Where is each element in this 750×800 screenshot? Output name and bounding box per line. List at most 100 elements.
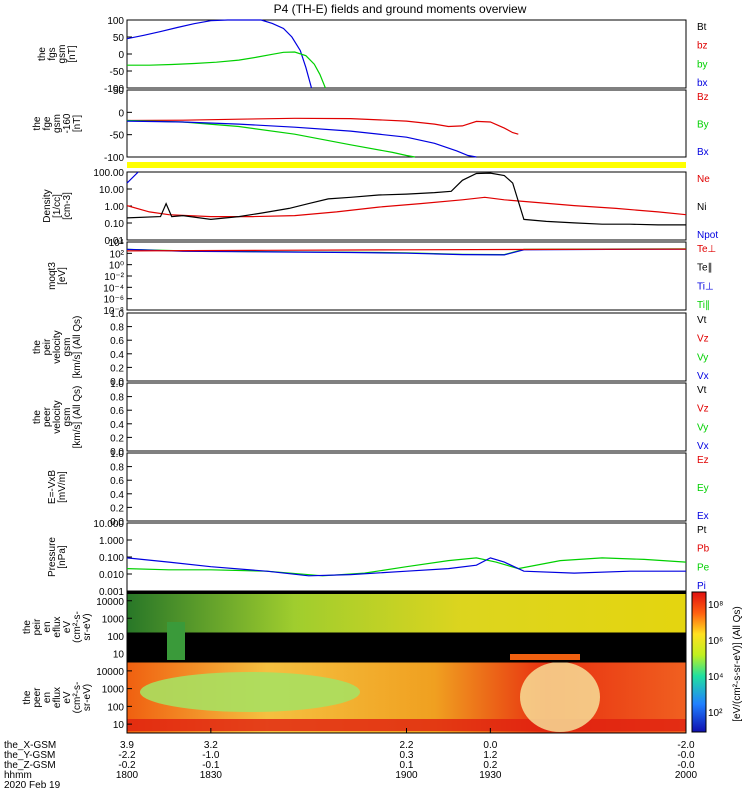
x-row-label: the_X-GSM [4,740,56,751]
y-tick-label: 100 [107,702,124,713]
series-line [126,557,686,577]
y-axis-label: peer [32,687,43,708]
x-tick-value: 1.2 [483,750,497,761]
legend-entry: Vt [697,385,707,396]
y-tick-label: 0.4 [110,490,124,501]
y-tick-label: 10.000 [93,519,124,530]
panel-frame [126,382,687,452]
legend-entry: Ex [697,511,709,522]
y-axis-label: fgs [47,47,58,60]
y-axis-label: sr-eV) [82,684,93,711]
heatmap-band [127,594,686,633]
y-tick-label: 1.0 [110,449,124,460]
y-tick-label: 0.0 [110,377,124,388]
y-tick-label: 100 [107,16,124,27]
y-tick-label: 10.00 [99,185,124,196]
x-tick-value: 3.2 [204,740,218,751]
legend-entry: Pt [697,525,707,536]
panel-pressure: 10.000 1.000 0.100 0.010 0.001 Pressure [nPa] P… [47,519,710,598]
y-tick-label: -50 [110,67,125,78]
y-tick-label: -50 [110,131,125,142]
y-tick-label: 0.2 [110,433,124,444]
y-axis-label: peir [42,338,53,355]
legend-entry: Vz [697,334,709,345]
y-tick-label: 1000 [102,614,125,625]
x-axis-labels: the_X-GSM 3.9 3.2 2.2 0.0 -2.0 the_Y-GSM -2.2 -1… [4,728,698,791]
y-tick-label: 0.2 [110,503,124,514]
y-tick-label: 0.8 [110,463,124,474]
y-axis-label: [nPa] [57,545,68,569]
x-tick-value: 0.1 [400,760,414,771]
y-axis-label: the [32,410,43,424]
y-tick-label: 0.6 [110,406,124,417]
y-axis-label: peer [42,406,53,427]
y-tick-label: 0.010 [99,570,124,581]
y-axis-label: gsm [52,114,63,133]
x-tick-value: 2000 [675,770,698,781]
legend-entry: Ez [697,455,709,466]
legend-entry: Bx [697,147,709,158]
y-tick-label: 0.01 [105,236,125,247]
heatmap-spike [167,622,185,660]
x-tick-value: 0.3 [400,750,414,761]
y-tick-label: 10⁻² [104,272,124,283]
y-tick-label: 0.0 [110,447,124,458]
y-tick-label: 0.100 [99,553,124,564]
y-axis-label: en [42,621,53,632]
y-axis-label: [km/s] (All Qs) [72,316,83,379]
date-label: 2020 Feb 19 [4,780,61,791]
y-axis-label: eflux [52,616,63,637]
y-tick-label: -100 [104,153,124,164]
x-tick-value: 3.9 [120,740,134,751]
x-tick-value: -2.2 [118,750,136,761]
series-line [126,248,687,256]
y-tick-label: 10000 [96,597,124,608]
heatmap-bright-blob [520,662,600,732]
legend-entry: Ti∥ [697,300,710,311]
y-axis-label: the [22,690,33,704]
y-axis-label: fge [42,116,53,130]
colorbar: 10⁸ 10⁶ 10⁴ 10² [eV/(cm²-s-sr-eV)] (All Qs) [691,591,743,733]
panel-frame [126,452,687,522]
series-line [126,19,313,89]
x-tick-value: 1900 [395,770,418,781]
y-tick-label: 0.6 [110,476,124,487]
y-tick-label: 0.10 [105,219,125,230]
colorbar-tick-label: 10⁶ [708,636,723,647]
y-axis-label: gsm [57,45,68,64]
series-line [127,51,326,89]
heatmap-arc [510,654,580,660]
colorbar-rect [691,591,707,733]
y-axis-label: [eV] [57,267,68,285]
legend-entry: Ey [697,483,709,494]
x-tick-value: 1800 [116,770,139,781]
panel-peir_spec: 10000 1000 100 10 the peir en eflux eV (cm²-s-sr-… [22,591,687,663]
x-tick-value: -0.2 [118,760,136,771]
x-tick-value: -0.0 [677,760,695,771]
y-tick-label: 10⁻⁶ [103,295,124,306]
x-row-label: the_Z-GSM [4,760,56,771]
legend-entry: Pe [697,562,710,573]
legend-entry: Vy [697,422,708,433]
panel-fge: 50 0 -50 -100 the fge gsm -160 [nT] Bz By Bx [32,86,709,164]
colorbar-tick-label: 10⁸ [708,600,723,611]
x-tick-value: 0.0 [483,740,497,751]
y-axis-label: eV [62,621,73,634]
y-tick-label: 10⁻⁸ [103,306,124,317]
y-tick-label: 0.2 [110,363,124,374]
y-axis-label: sr-eV) [82,613,93,640]
legend-entry: by [697,59,708,70]
y-axis-label: Pressure [47,537,58,577]
y-tick-label: 0.8 [110,393,124,404]
y-tick-label: 50 [113,86,125,97]
x-tick-value: -1.0 [202,750,220,761]
y-tick-label: 10 [113,649,125,660]
legend-entry: Vx [697,371,709,382]
y-axis-label: [1/cc] [52,194,63,218]
series-line [126,196,687,218]
legend-entry: Npot [697,230,718,241]
y-tick-label: 0 [118,108,124,119]
legend-entry: Bt [697,22,707,33]
y-tick-label: 100.00 [93,168,124,179]
